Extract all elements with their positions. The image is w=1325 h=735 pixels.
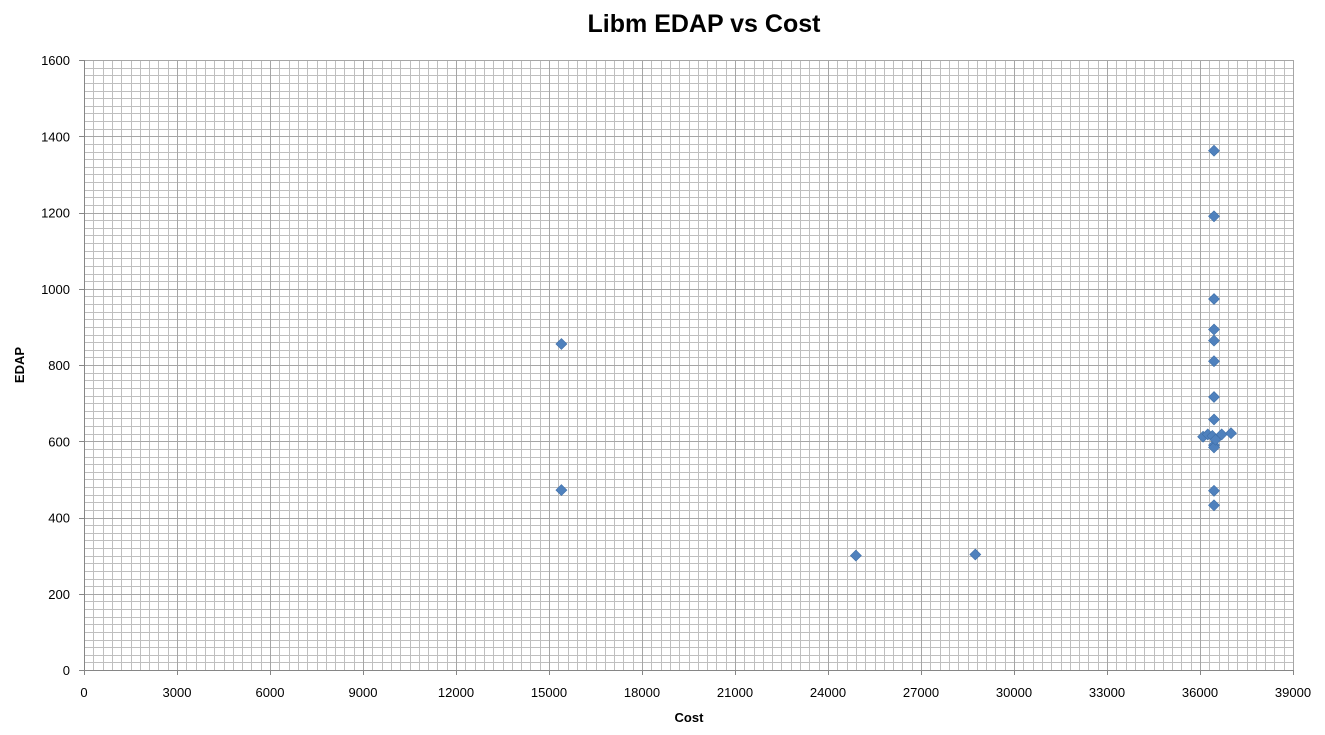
x-tick-label: 30000 bbox=[996, 685, 1032, 700]
data-point bbox=[969, 548, 982, 561]
x-tick-labels: 0 3000 6000 9000 12000 15000 18000 21000 24000 27… bbox=[80, 685, 1311, 700]
x-tick-label: 15000 bbox=[531, 685, 567, 700]
x-tick-label: 36000 bbox=[1182, 685, 1218, 700]
x-tick-label: 21000 bbox=[717, 685, 753, 700]
data-point bbox=[1215, 428, 1228, 441]
data-point bbox=[1208, 484, 1220, 497]
x-tick-label: 6000 bbox=[256, 685, 285, 700]
x-tick-label: 27000 bbox=[903, 685, 939, 700]
data-point bbox=[1225, 427, 1237, 440]
x-tick-label: 33000 bbox=[1089, 685, 1125, 700]
x-tick-label: 3000 bbox=[163, 685, 192, 700]
x-axis-label: Cost bbox=[675, 710, 705, 725]
data-point bbox=[1208, 144, 1220, 157]
x-tick-label: 18000 bbox=[624, 685, 660, 700]
data-point bbox=[1209, 433, 1222, 446]
x-tick-label: 12000 bbox=[438, 685, 474, 700]
y-tick-label: 1400 bbox=[41, 129, 70, 144]
y-tick-label: 600 bbox=[48, 434, 70, 449]
major-grid-path bbox=[84, 60, 1294, 671]
x-tick-label: 9000 bbox=[349, 685, 378, 700]
x-tick-label: 39000 bbox=[1275, 685, 1311, 700]
y-tick-labels: 0 200 400 600 800 1000 1200 1400 1600 bbox=[41, 53, 70, 678]
data-point bbox=[1208, 441, 1220, 454]
data-point bbox=[1208, 413, 1220, 426]
data-point bbox=[555, 484, 568, 497]
axes bbox=[79, 60, 1294, 675]
data-point bbox=[555, 338, 568, 350]
data-point bbox=[1208, 499, 1220, 512]
data-point bbox=[849, 549, 862, 562]
data-point bbox=[1208, 391, 1220, 403]
chart-title: Libm EDAP vs Cost bbox=[588, 10, 822, 38]
major-gridlines bbox=[84, 60, 1294, 671]
x-tick-label: 24000 bbox=[810, 685, 846, 700]
y-axis-label: EDAP bbox=[12, 347, 27, 383]
data-point bbox=[1208, 210, 1220, 223]
y-tick-label: 1000 bbox=[41, 282, 70, 297]
y-tick-label: 1600 bbox=[41, 53, 70, 68]
y-tick-label: 800 bbox=[48, 358, 70, 373]
y-tick-label: 0 bbox=[63, 663, 70, 678]
x-tick-label: 0 bbox=[80, 685, 87, 700]
data-point bbox=[1208, 323, 1220, 336]
data-point bbox=[1208, 293, 1220, 305]
data-point bbox=[1208, 355, 1220, 368]
y-tick-label: 1200 bbox=[41, 206, 70, 221]
y-tick-label: 400 bbox=[48, 511, 70, 526]
data-points bbox=[555, 144, 1237, 562]
data-point bbox=[1208, 334, 1220, 347]
y-tick-label: 200 bbox=[48, 587, 70, 602]
